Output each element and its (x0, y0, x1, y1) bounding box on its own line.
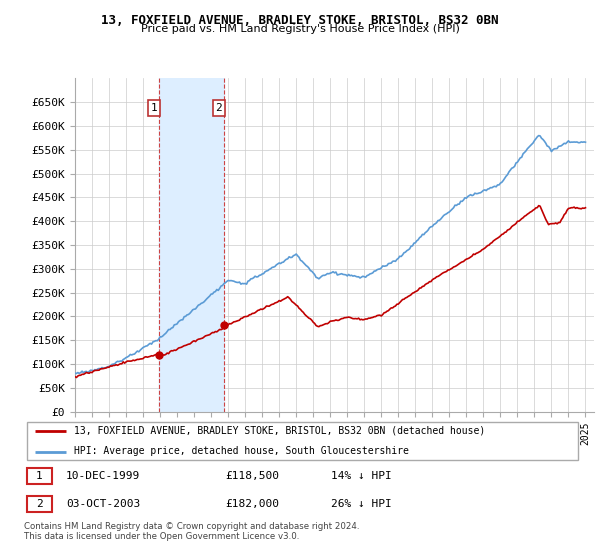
FancyBboxPatch shape (27, 468, 52, 484)
FancyBboxPatch shape (27, 496, 52, 512)
Text: 03-OCT-2003: 03-OCT-2003 (66, 499, 140, 509)
Text: 2: 2 (215, 103, 222, 113)
Text: 26% ↓ HPI: 26% ↓ HPI (331, 499, 392, 509)
Text: HPI: Average price, detached house, South Gloucestershire: HPI: Average price, detached house, Sout… (74, 446, 409, 456)
FancyBboxPatch shape (27, 422, 578, 460)
Text: 14% ↓ HPI: 14% ↓ HPI (331, 471, 392, 481)
Text: 2: 2 (36, 499, 43, 509)
Text: 1: 1 (151, 103, 158, 113)
Text: 13, FOXFIELD AVENUE, BRADLEY STOKE, BRISTOL, BS32 0BN: 13, FOXFIELD AVENUE, BRADLEY STOKE, BRIS… (101, 14, 499, 27)
Text: Contains HM Land Registry data © Crown copyright and database right 2024.
This d: Contains HM Land Registry data © Crown c… (24, 522, 359, 542)
Text: 1: 1 (36, 471, 43, 481)
Text: Price paid vs. HM Land Registry's House Price Index (HPI): Price paid vs. HM Land Registry's House … (140, 24, 460, 34)
Text: 10-DEC-1999: 10-DEC-1999 (66, 471, 140, 481)
Text: 13, FOXFIELD AVENUE, BRADLEY STOKE, BRISTOL, BS32 0BN (detached house): 13, FOXFIELD AVENUE, BRADLEY STOKE, BRIS… (74, 426, 485, 436)
Text: £118,500: £118,500 (225, 471, 279, 481)
Text: £182,000: £182,000 (225, 499, 279, 509)
Bar (160, 78, 224, 412)
